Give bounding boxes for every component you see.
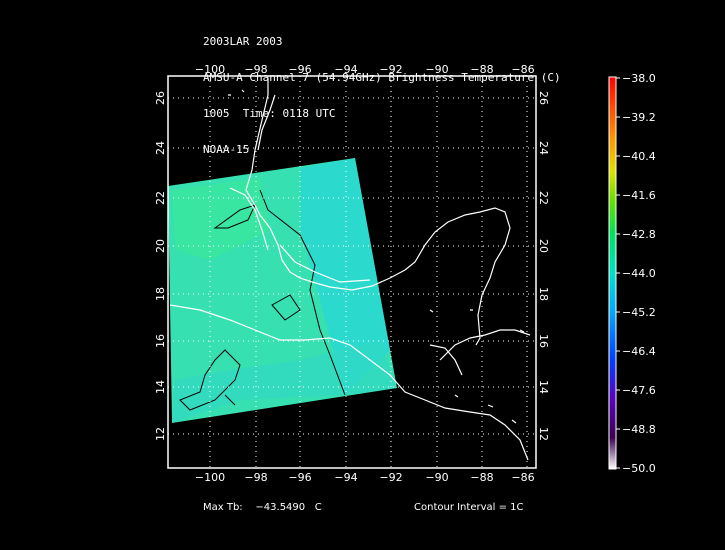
title-line-2: AMSU-A Channel 7 (54.94GHz) Brightness T…: [203, 71, 561, 84]
lon-tick-top-3: −96: [288, 63, 311, 76]
lon-tick-top-5: −92: [379, 63, 402, 76]
gulf-coast: [245, 78, 511, 346]
texas-coast: [257, 94, 276, 151]
lat-tick-right-8: 26: [537, 91, 550, 105]
lon-tick-bottom-8: −86: [511, 471, 534, 484]
colorbar-label-2: −39.2: [622, 111, 656, 124]
colorbar-labels: −38.0 −39.2 −40.4 −41.6 −42.8 −44.0 −45.…: [622, 72, 656, 475]
colorbar-label-11: −50.0: [622, 462, 656, 475]
colorbar-ticks: [616, 77, 620, 469]
colorbar-label-6: −44.0: [622, 267, 656, 280]
lon-tick-bottom-5: −92: [379, 471, 402, 484]
lat-tick-left-4: 18: [154, 287, 167, 301]
swath-green-patch: [172, 178, 270, 260]
max-tb-value: −43.5490: [255, 502, 306, 513]
lat-tick-right-2: 14: [537, 380, 550, 394]
lon-tick-bottom-7: −88: [470, 471, 493, 484]
lat-tick-right-3: 16: [537, 334, 550, 348]
lat-tick-left-8: 26: [154, 91, 167, 105]
lat-tick-left-3: 16: [154, 334, 167, 348]
lon-labels-top: −100 −98 −96 −94 −92 −90 −88 −86: [195, 63, 535, 76]
title-line-1: 2003LAR 2003: [203, 35, 283, 48]
lon-tick-top-7: −88: [470, 63, 493, 76]
swath-layer: [168, 158, 397, 423]
colorbar: [608, 76, 617, 470]
colorbar-label-9: −47.6: [622, 384, 656, 397]
lon-tick-top-1: −100: [195, 63, 225, 76]
lon-tick-top-2: −98: [244, 63, 267, 76]
lat-tick-right-6: 22: [537, 191, 550, 205]
lat-tick-left-1: 12: [154, 427, 167, 441]
pacific-coast: [169, 304, 529, 461]
lat-tick-left-7: 24: [154, 141, 167, 155]
central-america-2: [429, 344, 463, 376]
lon-tick-top-4: −94: [334, 63, 357, 76]
colorbar-label-7: −45.2: [622, 306, 656, 319]
max-tb-unit: C: [314, 502, 322, 513]
lon-tick-bottom-3: −96: [288, 471, 311, 484]
colorbar-label-1: −38.0: [622, 72, 656, 85]
lon-tick-bottom-4: −94: [334, 471, 357, 484]
lat-tick-left-2: 14: [154, 380, 167, 394]
islands: [228, 89, 525, 424]
lon-tick-bottom-2: −98: [244, 471, 267, 484]
swath-cyan-lower: [172, 340, 397, 423]
grid-lines: [168, 76, 536, 468]
river-border: [229, 187, 269, 251]
lon-tick-top-6: −90: [425, 63, 448, 76]
inland-border: [279, 244, 371, 283]
lon-tick-top-8: −86: [511, 63, 534, 76]
coastline-layer: [169, 78, 531, 461]
map-frame: [167, 75, 537, 469]
title-block: 2003LAR 2003 AMSU-A Channel 7 (54.94GHz)…: [203, 12, 561, 168]
colorbar-label-3: −40.4: [622, 150, 656, 163]
lat-tick-right-1: 12: [537, 427, 550, 441]
colorbar-label-5: −42.8: [622, 228, 656, 241]
lat-labels-right: 12 14 16 18 20 22 24 26: [537, 91, 550, 441]
lat-tick-right-7: 24: [537, 141, 550, 155]
contour-lines: [179, 189, 346, 411]
contour-interval: Contour Interval = 1C: [414, 502, 524, 513]
lon-tick-bottom-6: −90: [425, 471, 448, 484]
colorbar-label-10: −48.8: [622, 423, 656, 436]
colorbar-label-8: −46.4: [622, 345, 656, 358]
lat-tick-left-6: 22: [154, 191, 167, 205]
swath-cyan-region: [300, 158, 390, 395]
lat-tick-right-5: 20: [537, 239, 550, 253]
title-line-4: NOAA-15: [203, 143, 250, 156]
lat-labels-left: 12 14 16 18 20 22 24 26: [154, 91, 167, 441]
lon-tick-bottom-1: −100: [195, 471, 225, 484]
max-tb-label: Max Tb:: [203, 502, 243, 513]
lat-tick-right-4: 18: [537, 287, 550, 301]
central-america: [439, 329, 531, 361]
lat-tick-left-5: 20: [154, 239, 167, 253]
max-tb-readout: Max Tb: −43.5490 C: [203, 502, 322, 513]
lon-labels-bottom: −100 −98 −96 −94 −92 −90 −88 −86: [195, 471, 535, 484]
colorbar-label-4: −41.6: [622, 189, 656, 202]
